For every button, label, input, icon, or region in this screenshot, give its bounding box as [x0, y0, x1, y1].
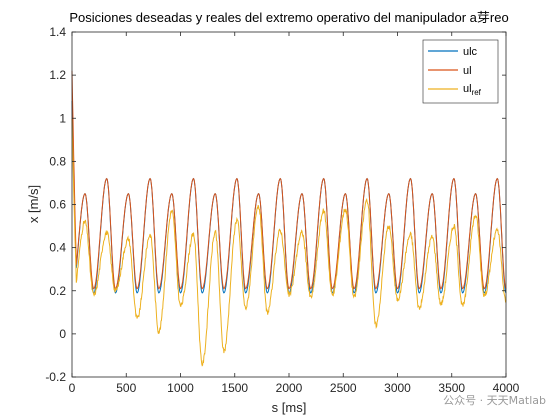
x-tick-label: 0: [69, 381, 76, 395]
x-tick-label: 3500: [438, 381, 465, 395]
y-tick-label: 1.4: [49, 25, 66, 39]
legend-label-ulref: ulref: [463, 83, 482, 97]
y-tick-label: 1.2: [49, 68, 66, 82]
legend-label-ulc: ulc: [463, 46, 478, 58]
x-tick-label: 3000: [384, 381, 411, 395]
legend-label-ulref-sub: ref: [472, 88, 482, 97]
x-tick-label: 1000: [167, 381, 194, 395]
x-tick-label: 500: [116, 381, 136, 395]
y-tick-label: 0.8: [49, 154, 66, 168]
x-axis-label: s [ms]: [272, 400, 307, 415]
legend-label-ul: ul: [463, 65, 472, 77]
chart-title: Posiciones deseadas y reales del extremo…: [69, 10, 508, 25]
x-tick-label: 2500: [330, 381, 357, 395]
x-tick-label: 4000: [493, 381, 520, 395]
series-layer: [71, 70, 507, 367]
y-tick-label: 0.2: [49, 284, 66, 298]
legend-box: [422, 39, 499, 104]
y-tick-label: 0.6: [49, 198, 66, 212]
y-tick-label: 1: [59, 111, 66, 125]
tick-layer: 0 500 1000 1500 2000 2500 3000 3500 4000-0.200.2…: [45, 25, 519, 395]
y-tick-label: 0.4: [49, 241, 66, 255]
x-tick-label: 1500: [221, 381, 248, 395]
legend: ulc ul ulref: [422, 39, 499, 104]
watermark-text: 公众号 · 天天Matlab: [443, 394, 546, 407]
y-tick-label: -0.2: [45, 370, 66, 384]
legend-label-ulref-main: ul: [463, 83, 472, 95]
x-tick-label: 2000: [276, 381, 303, 395]
y-tick-label: 0: [59, 327, 66, 341]
series-line-ul: [71, 70, 507, 290]
series-line-ulref: [71, 118, 507, 367]
y-axis-label: x [m/s]: [26, 185, 41, 223]
